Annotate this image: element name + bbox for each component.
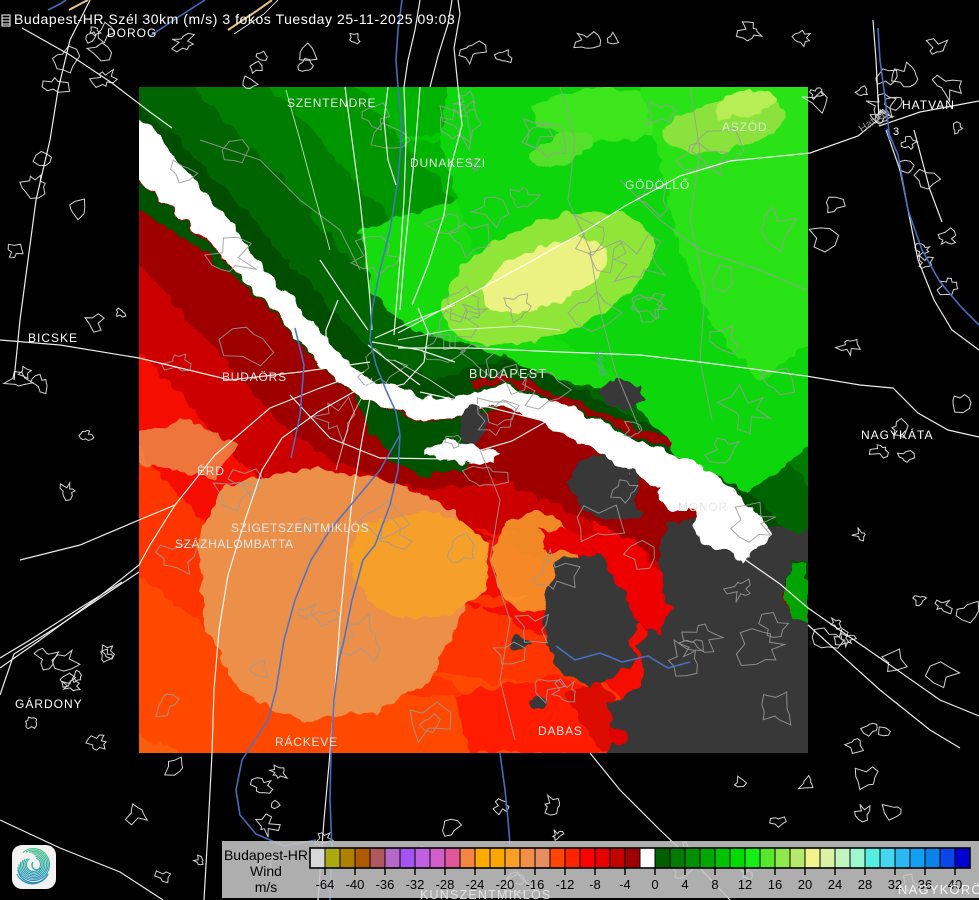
svg-text:Budapest-HR: Budapest-HR xyxy=(224,847,308,863)
svg-text:ASZÓD: ASZÓD xyxy=(722,119,767,134)
svg-text:4: 4 xyxy=(681,877,688,892)
svg-text:HATVAN: HATVAN xyxy=(902,98,955,112)
svg-text:36: 36 xyxy=(918,877,932,892)
svg-text:DABAS: DABAS xyxy=(538,724,583,738)
svg-text:40: 40 xyxy=(948,877,962,892)
svg-text:m/s: m/s xyxy=(255,879,278,895)
svg-text:SZENTENDRE: SZENTENDRE xyxy=(287,96,376,110)
svg-text:28: 28 xyxy=(858,877,872,892)
svg-text:-40: -40 xyxy=(346,877,365,892)
svg-text:0: 0 xyxy=(651,877,658,892)
svg-text:DOROG: DOROG xyxy=(107,26,157,40)
svg-text:20: 20 xyxy=(798,877,812,892)
svg-text:NAGYKŐRÖS: NAGYKŐRÖS xyxy=(898,882,979,897)
svg-text:3: 3 xyxy=(893,126,899,138)
svg-text:SZIGETSZENTMIKLÓS: SZIGETSZENTMIKLÓS xyxy=(231,520,369,535)
svg-text:8: 8 xyxy=(711,877,718,892)
svg-text:32: 32 xyxy=(888,877,902,892)
svg-text:MONOR: MONOR xyxy=(678,500,728,514)
svg-text:-24: -24 xyxy=(466,877,485,892)
svg-text:KUNSZENTMIKLÓS: KUNSZENTMIKLÓS xyxy=(420,887,551,900)
svg-text:-12: -12 xyxy=(556,877,575,892)
svg-text:Pécel: Pécel xyxy=(592,350,608,377)
svg-text:Budapest-HR Szél 30km (m/s) 3: Budapest-HR Szél 30km (m/s) 3 fokos Tues… xyxy=(14,11,455,27)
svg-text:GÖDÖLLŐ: GÖDÖLLŐ xyxy=(625,177,690,192)
svg-text:GÁRDONY: GÁRDONY xyxy=(15,696,83,711)
svg-text:-16: -16 xyxy=(526,877,545,892)
svg-text:ÉRD: ÉRD xyxy=(197,463,225,478)
svg-text:NAGYKÁTA: NAGYKÁTA xyxy=(861,427,933,442)
svg-text:-64: -64 xyxy=(316,877,335,892)
svg-text:RÁCKEVE: RÁCKEVE xyxy=(275,734,338,749)
svg-text:-32: -32 xyxy=(406,877,425,892)
svg-text:-36: -36 xyxy=(376,877,395,892)
svg-text:12: 12 xyxy=(738,877,752,892)
svg-text:SZÁZHALOMBATTA: SZÁZHALOMBATTA xyxy=(175,536,294,551)
svg-text:16: 16 xyxy=(768,877,782,892)
svg-text:-28: -28 xyxy=(436,877,455,892)
svg-text:BUDAPEST: BUDAPEST xyxy=(469,367,548,381)
svg-text:DUNAKESZI: DUNAKESZI xyxy=(410,156,486,170)
svg-text:24: 24 xyxy=(828,877,842,892)
svg-text:-20: -20 xyxy=(496,877,515,892)
svg-text:BUDAÖRS: BUDAÖRS xyxy=(222,370,287,384)
svg-text:-4: -4 xyxy=(619,877,631,892)
svg-text:-8: -8 xyxy=(589,877,601,892)
svg-text:Wind: Wind xyxy=(250,863,282,879)
svg-text:BICSKE: BICSKE xyxy=(28,331,78,345)
